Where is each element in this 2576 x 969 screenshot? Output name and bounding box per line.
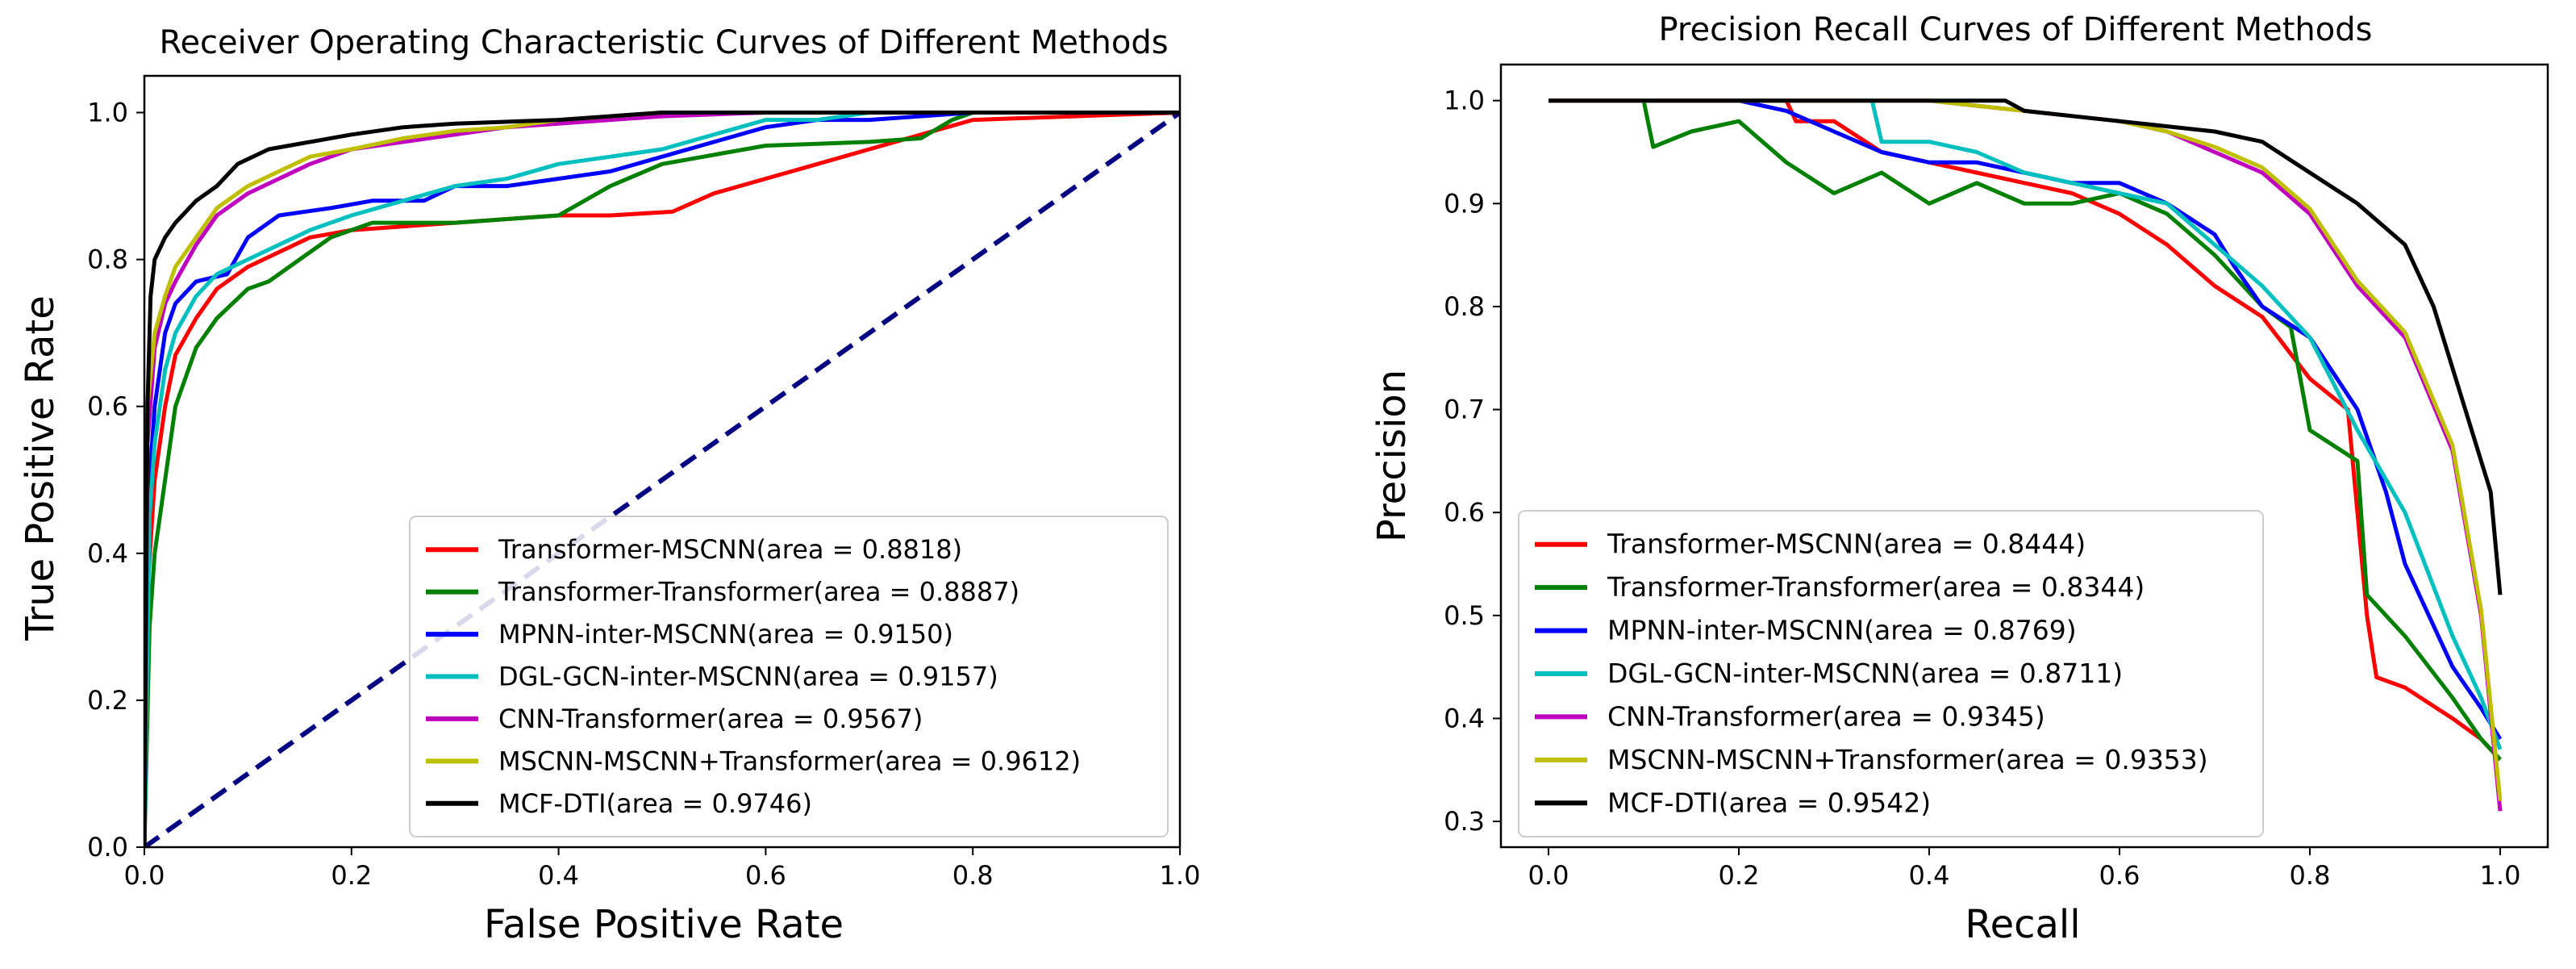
x-tick-label: 0.6 [2099, 860, 2140, 891]
legend-label: DGL-GCN-inter-MSCNN(area = 0.9157) [498, 662, 998, 692]
x-tick-label: 1.0 [1160, 860, 1201, 891]
x-tick-label: 0.4 [538, 860, 579, 891]
roc-chart: Receiver Operating Characteristic Curves… [18, 24, 1201, 947]
y-tick-label: 0.5 [1444, 600, 1485, 631]
y-axis-label: True Positive Rate [18, 295, 63, 641]
series-line-mpnn-inter-mscnn [144, 111, 1180, 847]
y-tick-label: 1.0 [87, 98, 128, 128]
y-tick-label: 0.2 [87, 685, 128, 716]
series-line-mscnn-mscnn-transformer [1549, 98, 2503, 801]
legend-box [409, 516, 1169, 837]
series-line-transformer-mscnn [1549, 98, 2502, 762]
legend-label: CNN-Transformer(area = 0.9567) [498, 704, 923, 734]
legend-label: MSCNN-MSCNN+Transformer(area = 0.9612) [498, 746, 1081, 776]
legend-label: Transformer-Transformer(area = 0.8344) [1607, 571, 2145, 603]
plot-frame [1499, 63, 2549, 849]
chance-diagonal-line [144, 111, 1180, 847]
legend-label: MCF-DTI(area = 0.9746) [498, 788, 812, 819]
y-tick-label: 0.7 [1444, 395, 1485, 425]
legend-label: MPNN-inter-MSCNN(area = 0.9150) [498, 619, 953, 649]
x-tick-label: 0.2 [1719, 860, 1760, 891]
y-tick-label: 0.0 [87, 832, 128, 862]
legend-label: MCF-DTI(area = 0.9542) [1607, 787, 1931, 818]
legend-box [1518, 510, 2264, 837]
y-axis-label: Precision [1369, 370, 1415, 542]
series-line-transformer-transformer [1549, 98, 2502, 762]
y-tick-label: 0.8 [87, 244, 128, 275]
x-tick-label: 0.8 [2290, 860, 2331, 891]
y-tick-label: 0.4 [87, 538, 128, 569]
x-axis-label: False Positive Rate [484, 902, 844, 947]
pr-chart: Precision Recall Curves of Different Met… [1369, 11, 2549, 947]
curves-group [144, 111, 1180, 847]
legend-label: MSCNN-MSCNN+Transformer(area = 0.9353) [1607, 744, 2208, 775]
x-tick-label: 0.2 [331, 860, 372, 891]
legend-label: Transformer-Transformer(area = 0.8887) [498, 577, 1019, 608]
x-tick-label: 1.0 [2480, 860, 2521, 891]
x-tick-label: 0.6 [745, 860, 786, 891]
x-tick-label: 0.8 [952, 860, 994, 891]
y-tick-label: 1.0 [1444, 86, 1485, 116]
chart-title: Receiver Operating Characteristic Curves… [159, 24, 1168, 61]
series-line-dgl-gcn-inter-mscnn [144, 111, 1180, 847]
y-tick-label: 0.3 [1444, 806, 1485, 837]
y-tick-label: 0.8 [1444, 291, 1485, 322]
legend-label: CNN-Transformer(area = 0.9345) [1607, 700, 2045, 732]
x-tick-label: 0.0 [124, 860, 165, 891]
y-tick-label: 0.4 [1444, 703, 1485, 733]
curves-group [1549, 98, 2503, 812]
plot-frame [143, 74, 1182, 849]
legend-label: Transformer-MSCNN(area = 0.8444) [1607, 528, 2086, 560]
x-tick-label: 0.4 [1909, 860, 1950, 891]
series-line-transformer-transformer [144, 111, 1180, 847]
series-line-mcf-dti [1549, 98, 2503, 595]
legend-label: Transformer-MSCNN(area = 0.8818) [498, 534, 962, 565]
x-tick-label: 0.0 [1528, 860, 1569, 891]
y-tick-label: 0.6 [1444, 497, 1485, 528]
series-line-dgl-gcn-inter-mscnn [1549, 98, 2503, 750]
y-tick-label: 0.9 [1444, 188, 1485, 219]
x-axis-label: Recall [1965, 902, 2080, 947]
legend-label: DGL-GCN-inter-MSCNN(area = 0.8711) [1607, 658, 2123, 689]
y-tick-label: 0.6 [87, 391, 128, 422]
series-line-mcf-dti [144, 111, 1180, 847]
legend-label: MPNN-inter-MSCNN(area = 0.8769) [1607, 615, 2077, 646]
chart-title: Precision Recall Curves of Different Met… [1659, 11, 2373, 48]
